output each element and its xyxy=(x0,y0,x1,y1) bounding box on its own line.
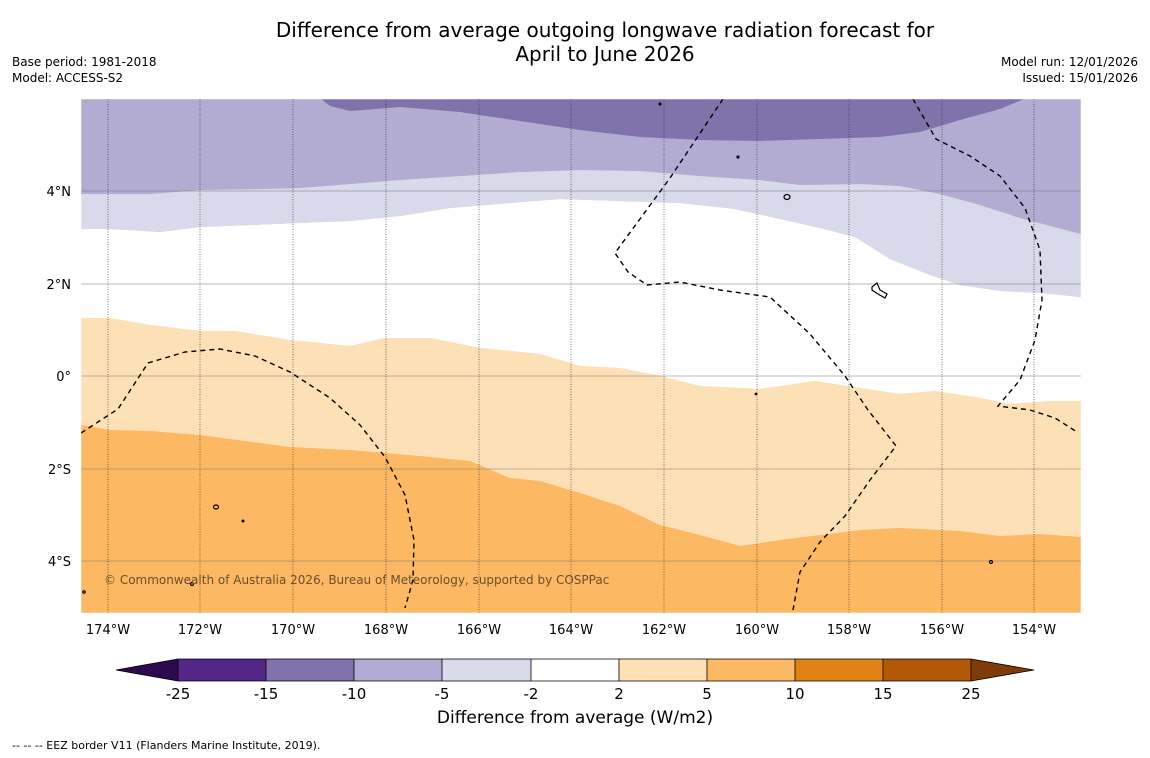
title-line-1: Difference from average outgoing longwav… xyxy=(275,18,935,42)
colorbar-tick: 25 xyxy=(961,685,980,703)
metadata-right: Model run: 12/01/2026 Issued: 15/01/2026 xyxy=(1001,54,1138,86)
metadata-left: Base period: 1981-2018 Model: ACCESS-S2 xyxy=(12,54,157,86)
lon-label: 156°W xyxy=(920,623,964,638)
parallel-gridlines xyxy=(81,190,1081,562)
lon-label: 158°W xyxy=(827,623,871,638)
lat-label: 2°S xyxy=(48,463,71,478)
colorbar-tick: -10 xyxy=(342,685,367,703)
colorbar-segment xyxy=(795,659,883,681)
model-label: Model: ACCESS-S2 xyxy=(12,71,124,85)
lat-label: 0° xyxy=(56,370,71,385)
lon-label: 154°W xyxy=(1012,623,1056,638)
lon-label: 164°W xyxy=(549,623,593,638)
title-line-2: April to June 2026 xyxy=(515,42,695,66)
lat-label: 4°S xyxy=(48,555,71,570)
lon-label: 160°W xyxy=(735,623,779,638)
latitude-labels: 4°N 2°N 0° 2°S 4°S xyxy=(47,185,72,570)
colorbar-tick: 15 xyxy=(873,685,892,703)
colorbar-segment xyxy=(442,659,531,681)
anomaly-band-minus5-to-minus2 xyxy=(81,170,1081,297)
colorbar-segment xyxy=(354,659,442,681)
lon-label: 168°W xyxy=(364,623,408,638)
colorbar-segment xyxy=(883,659,971,681)
map-plot-area: © Commonwealth of Australia 2026, Bureau… xyxy=(81,99,1081,613)
colorbar-segment xyxy=(531,659,619,681)
lon-label: 172°W xyxy=(178,623,222,638)
anomaly-band-minus2-to-2 xyxy=(81,199,1081,404)
meridian-gridlines xyxy=(107,99,1035,613)
colorbar-segment xyxy=(707,659,795,681)
lon-label: 162°W xyxy=(642,623,686,638)
eez-borders xyxy=(81,99,1078,611)
colorbar-tick: 10 xyxy=(785,685,804,703)
copyright-text: © Commonwealth of Australia 2026, Bureau… xyxy=(104,573,609,587)
eez-footnote: -- -- -- EEZ border V11 (Flanders Marine… xyxy=(12,739,321,752)
map-frame xyxy=(80,98,1082,614)
colorbar-extend-high xyxy=(971,659,1034,681)
colorbar-tick: -2 xyxy=(524,685,539,703)
colorbar-tick: 2 xyxy=(614,685,624,703)
lat-label: 4°N xyxy=(47,185,72,200)
chart-title: Difference from average outgoing longwav… xyxy=(230,18,980,66)
lon-label: 174°W xyxy=(86,623,130,638)
lat-label: 2°N xyxy=(47,278,72,293)
colorbar-tick: -5 xyxy=(435,685,450,703)
colorbar-segment xyxy=(178,659,266,681)
colorbar-tick: -25 xyxy=(166,685,191,703)
colorbar-extend-low xyxy=(116,659,178,681)
anomaly-band-minus15-to-minus10 xyxy=(321,99,1024,141)
colorbar-segment xyxy=(266,659,354,681)
longitude-labels: 174°W 172°W 170°W 168°W 166°W 164°W 162°… xyxy=(86,623,1056,638)
anomaly-band-2-to-5 xyxy=(81,318,1081,546)
lon-label: 170°W xyxy=(271,623,315,638)
colorbar-segment xyxy=(619,659,707,681)
islands xyxy=(82,102,994,594)
issued-label: Issued: 15/01/2026 xyxy=(1022,71,1138,85)
colorbar: -25 -15 -10 -5 -2 2 5 10 15 25 xyxy=(115,658,1035,703)
model-run-label: Model run: 12/01/2026 xyxy=(1000,55,1138,69)
lon-label: 166°W xyxy=(457,623,501,638)
colorbar-tick: -15 xyxy=(254,685,279,703)
base-period-label: Base period: 1981-2018 xyxy=(12,55,157,69)
colorbar-tick: 5 xyxy=(702,685,712,703)
colorbar-title: Difference from average (W/m2) xyxy=(436,708,714,728)
